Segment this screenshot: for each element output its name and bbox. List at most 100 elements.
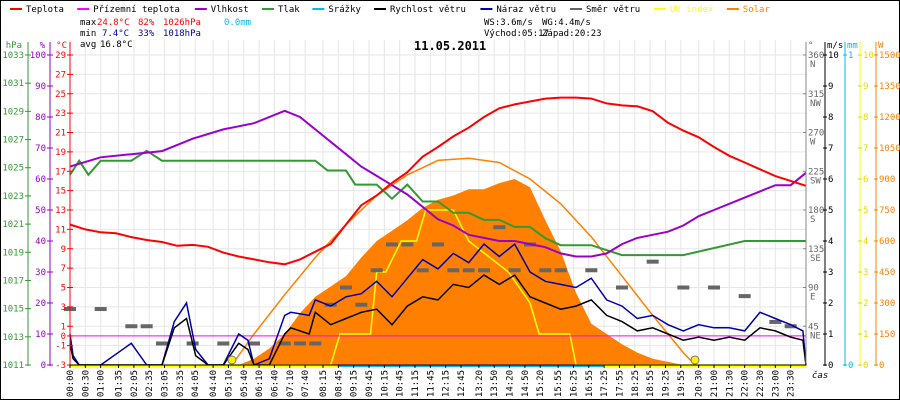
x-tick-label: 05:40 bbox=[240, 370, 250, 397]
humidity-axis-tick-label: 100 bbox=[30, 51, 46, 61]
wind-gust-avg: WG:4.4m/s bbox=[542, 18, 591, 28]
humidity-axis-tick-label: 30 bbox=[35, 268, 46, 278]
wind-dir-mark bbox=[309, 341, 322, 346]
temperature-axis-tick-label: 9 bbox=[61, 245, 66, 255]
uv-axis-tick-label: 3 bbox=[863, 268, 868, 278]
axes: hPa% °C1011101310151017101910211023102510… bbox=[2, 41, 900, 397]
temperature-axis-tick-label: -1 bbox=[55, 342, 66, 352]
wind-dir-mark bbox=[554, 268, 567, 273]
x-tick-label: 15:55 bbox=[554, 370, 564, 397]
x-tick-label: 23:00 bbox=[771, 370, 781, 397]
wind-dir-mark bbox=[156, 341, 168, 346]
wind-dir-mark bbox=[769, 319, 782, 324]
wind-dir-mark bbox=[738, 294, 751, 299]
solar-area bbox=[70, 179, 806, 365]
humidity-axis-tick-label: 20 bbox=[35, 299, 46, 309]
legend-swatch bbox=[480, 8, 493, 10]
x-tick-label: 20:30 bbox=[695, 370, 705, 397]
legend-label: Srážky bbox=[328, 5, 361, 15]
x-tick-label: 03:35 bbox=[176, 370, 186, 397]
x-tick-label: 00:30 bbox=[81, 370, 91, 397]
legend-swatch bbox=[654, 8, 666, 10]
wind-speed-axis-tick-label: 4 bbox=[828, 237, 833, 247]
wind-speed-avg: WS:3.6m/s bbox=[484, 18, 533, 28]
legend-label: Rychlost větru bbox=[390, 5, 466, 15]
x-tick-label: 16:25 bbox=[569, 370, 579, 397]
x-tick-label: 13:20 bbox=[475, 370, 485, 397]
temperature-axis-tick-label: 1 bbox=[61, 322, 66, 332]
wind-dir-mark bbox=[447, 268, 460, 273]
uv-axis-tick-label: 1 bbox=[863, 330, 868, 340]
x-tick-label: 21:00 bbox=[710, 370, 720, 397]
x-tick-label: 23:30 bbox=[787, 370, 797, 397]
x-tick-label: 07:10 bbox=[286, 370, 296, 397]
wind-dir-mark bbox=[677, 285, 690, 290]
pressure-axis-tick-label: 1019 bbox=[2, 248, 24, 258]
solar-axis-unit: W bbox=[878, 41, 884, 51]
legend-swatch bbox=[262, 8, 274, 10]
wind-speed-axis-tick-label: 6 bbox=[828, 175, 833, 185]
wind-dir-mark bbox=[340, 285, 352, 290]
wind-dir-mark bbox=[324, 302, 337, 307]
stats-block: max 24.8°C 82% 1026hPa 0.0mm min 7.4°C 3… bbox=[80, 18, 251, 50]
temperature-axis-tick-label: 19 bbox=[55, 148, 66, 158]
wind-dir-compass-label: NE bbox=[810, 331, 821, 341]
x-tick-label: 14:50 bbox=[521, 370, 531, 397]
pressure-axis-tick-label: 1011 bbox=[2, 361, 24, 371]
wind-dir-mark bbox=[401, 242, 414, 247]
solar-axis-tick-label: 600 bbox=[879, 237, 895, 247]
humidity-line bbox=[69, 109, 807, 258]
x-tick-label: 11:45 bbox=[426, 370, 436, 397]
sunrise-time: Východ:05:17 bbox=[484, 29, 549, 39]
wind-speed-axis-tick-label: 0 bbox=[828, 361, 833, 371]
x-tick-label: 02:05 bbox=[130, 370, 140, 397]
humidity-axis-tick-label: 50 bbox=[35, 206, 46, 216]
temperature-axis-tick-label: 13 bbox=[55, 206, 66, 216]
wind-speed-axis-tick-label: 1 bbox=[828, 330, 833, 340]
x-tick-label: 06:10 bbox=[255, 370, 265, 397]
stats-max-hum: 82% bbox=[138, 18, 155, 28]
temperature-axis-tick-label: 29 bbox=[55, 51, 66, 61]
x-tick-label: 00:00 bbox=[66, 370, 76, 397]
legend-label: Teplota bbox=[26, 5, 64, 15]
wind-dir-mark bbox=[539, 268, 552, 273]
wind-speed-line bbox=[69, 274, 807, 366]
humidity-axis-tick-label: 10 bbox=[35, 330, 46, 340]
legend-swatch bbox=[312, 8, 325, 10]
pressure-axis-unit: hPa bbox=[6, 41, 22, 51]
x-tick-label: 22:30 bbox=[756, 370, 766, 397]
temperature-axis-tick-label: 21 bbox=[55, 129, 66, 139]
wind-dir-compass-label: N bbox=[810, 60, 815, 70]
legend: Teplota Přízemní teplota Vlhkost Tlak Srážky… bbox=[10, 5, 770, 15]
wind-dir-mark bbox=[355, 302, 368, 307]
solar-axis-tick-label: 1350 bbox=[879, 82, 900, 92]
solar-axis-tick-label: 750 bbox=[879, 206, 895, 216]
pressure-axis-tick-label: 1027 bbox=[2, 136, 24, 146]
stats-min-hum: 33% bbox=[138, 29, 155, 39]
humidity-axis-tick-label: 80 bbox=[35, 113, 46, 123]
wind-info: WS:3.6m/s WG:4.4m/s Východ:05:17 Západ:2… bbox=[484, 18, 602, 39]
stats-max-label: max bbox=[80, 18, 97, 28]
stats-min-label: min bbox=[80, 29, 96, 39]
x-tick-label: 01:35 bbox=[115, 370, 125, 397]
wind-speed-axis-tick-label: 10 bbox=[828, 51, 839, 61]
x-tick-label: 02:35 bbox=[145, 370, 155, 397]
humidity-axis-tick-label: 90 bbox=[35, 82, 46, 92]
wind-dir-mark bbox=[708, 285, 720, 290]
stats-min-press: 1018hPa bbox=[163, 29, 201, 39]
wind-dir-compass-label: E bbox=[810, 293, 815, 303]
x-tick-label: 13:50 bbox=[490, 370, 500, 397]
humidity-axis-tick-label: 40 bbox=[35, 237, 46, 247]
wind-dir-compass-label: SE bbox=[810, 254, 821, 264]
solar-axis-tick-label: 1050 bbox=[879, 144, 900, 154]
stats-avg-temp: 16.8°C bbox=[100, 40, 133, 50]
legend-swatch bbox=[194, 8, 207, 10]
temperature-axis-tick-label: 23 bbox=[55, 109, 66, 119]
temperature-axis-tick-label: -3 bbox=[55, 361, 66, 371]
legend-label: UV index bbox=[670, 5, 714, 15]
wind-speed-axis-tick-label: 9 bbox=[828, 82, 833, 92]
x-tick-label: 09:15 bbox=[350, 370, 360, 397]
temperature-axis-unit: °C bbox=[56, 41, 67, 51]
wind-speed-axis-tick-label: 5 bbox=[828, 206, 833, 216]
pressure-axis-tick-label: 1029 bbox=[2, 107, 24, 117]
